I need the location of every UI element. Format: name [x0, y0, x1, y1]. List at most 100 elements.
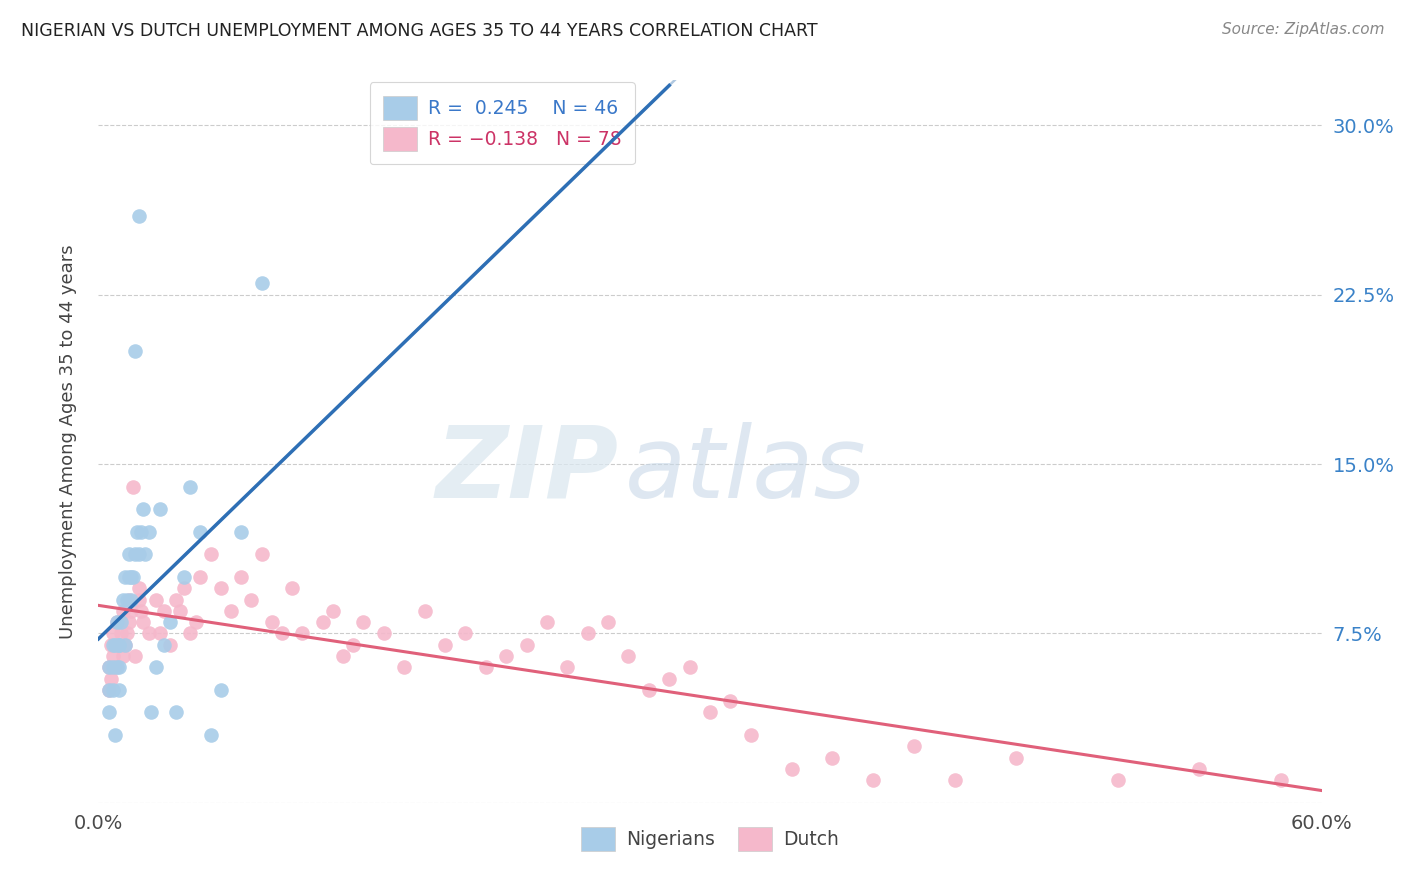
- Point: [120, 604, 142, 618]
- Point: [114, 570, 136, 584]
- Point: [110, 615, 132, 630]
- Point: [903, 739, 925, 754]
- Point: [1004, 750, 1026, 764]
- Point: [108, 638, 131, 652]
- Point: [108, 660, 131, 674]
- Point: [173, 582, 195, 596]
- Point: [97, 682, 120, 697]
- Point: [159, 638, 181, 652]
- Point: [132, 502, 155, 516]
- Point: [555, 660, 579, 674]
- Point: [188, 524, 212, 539]
- Point: [141, 706, 163, 720]
- Point: [392, 660, 416, 674]
- Point: [152, 638, 174, 652]
- Point: [128, 592, 150, 607]
- Point: [118, 548, 141, 562]
- Point: [104, 728, 127, 742]
- Point: [138, 524, 160, 539]
- Point: [740, 728, 762, 742]
- Point: [516, 638, 538, 652]
- Point: [617, 648, 640, 663]
- Point: [100, 638, 122, 652]
- Point: [200, 728, 222, 742]
- Point: [118, 615, 141, 630]
- Point: [434, 638, 457, 652]
- Point: [373, 626, 395, 640]
- Point: [231, 570, 253, 584]
- Point: [97, 682, 120, 697]
- Point: [637, 682, 661, 697]
- Point: [260, 615, 283, 630]
- Point: [124, 648, 146, 663]
- Point: [718, 694, 742, 708]
- Point: [291, 626, 314, 640]
- Point: [108, 682, 131, 697]
- Point: [105, 660, 128, 674]
- Point: [101, 660, 124, 674]
- Point: [111, 648, 134, 663]
- Point: [97, 660, 120, 674]
- Point: [128, 582, 150, 596]
- Point: [250, 277, 273, 291]
- Point: [101, 682, 124, 697]
- Point: [129, 604, 152, 618]
- Text: Source: ZipAtlas.com: Source: ZipAtlas.com: [1222, 22, 1385, 37]
- Point: [97, 660, 120, 674]
- Point: [231, 524, 253, 539]
- Point: [118, 570, 141, 584]
- Point: [576, 626, 599, 640]
- Point: [132, 615, 155, 630]
- Point: [780, 762, 803, 776]
- Text: atlas: atlas: [624, 422, 866, 519]
- Point: [149, 626, 172, 640]
- Point: [209, 682, 232, 697]
- Point: [943, 773, 966, 788]
- Point: [111, 592, 134, 607]
- Point: [152, 604, 174, 618]
- Point: [474, 660, 498, 674]
- Point: [97, 706, 120, 720]
- Point: [413, 604, 436, 618]
- Point: [149, 502, 172, 516]
- Point: [658, 672, 681, 686]
- Point: [219, 604, 242, 618]
- Point: [352, 615, 374, 630]
- Point: [159, 615, 181, 630]
- Point: [128, 548, 150, 562]
- Point: [124, 344, 146, 359]
- Point: [240, 592, 263, 607]
- Point: [114, 638, 136, 652]
- Point: [101, 638, 124, 652]
- Point: [165, 706, 187, 720]
- Point: [128, 209, 150, 223]
- Point: [145, 660, 167, 674]
- Point: [679, 660, 702, 674]
- Point: [281, 582, 304, 596]
- Legend: Nigerians, Dutch: Nigerians, Dutch: [574, 820, 846, 858]
- Point: [145, 592, 167, 607]
- Point: [179, 480, 201, 494]
- Text: NIGERIAN VS DUTCH UNEMPLOYMENT AMONG AGES 35 TO 44 YEARS CORRELATION CHART: NIGERIAN VS DUTCH UNEMPLOYMENT AMONG AGE…: [21, 22, 818, 40]
- Y-axis label: Unemployment Among Ages 35 to 44 years: Unemployment Among Ages 35 to 44 years: [59, 244, 77, 639]
- Point: [209, 582, 232, 596]
- Point: [129, 524, 152, 539]
- Point: [200, 548, 222, 562]
- Point: [120, 570, 142, 584]
- Point: [821, 750, 844, 764]
- Point: [536, 615, 558, 630]
- Point: [114, 638, 136, 652]
- Point: [598, 615, 620, 630]
- Point: [122, 480, 145, 494]
- Point: [342, 638, 364, 652]
- Text: ZIP: ZIP: [436, 422, 619, 519]
- Point: [1270, 773, 1292, 788]
- Point: [101, 648, 124, 663]
- Point: [138, 626, 160, 640]
- Point: [108, 615, 131, 630]
- Point: [101, 626, 124, 640]
- Point: [118, 592, 141, 607]
- Point: [332, 648, 354, 663]
- Point: [120, 592, 142, 607]
- Point: [104, 660, 127, 674]
